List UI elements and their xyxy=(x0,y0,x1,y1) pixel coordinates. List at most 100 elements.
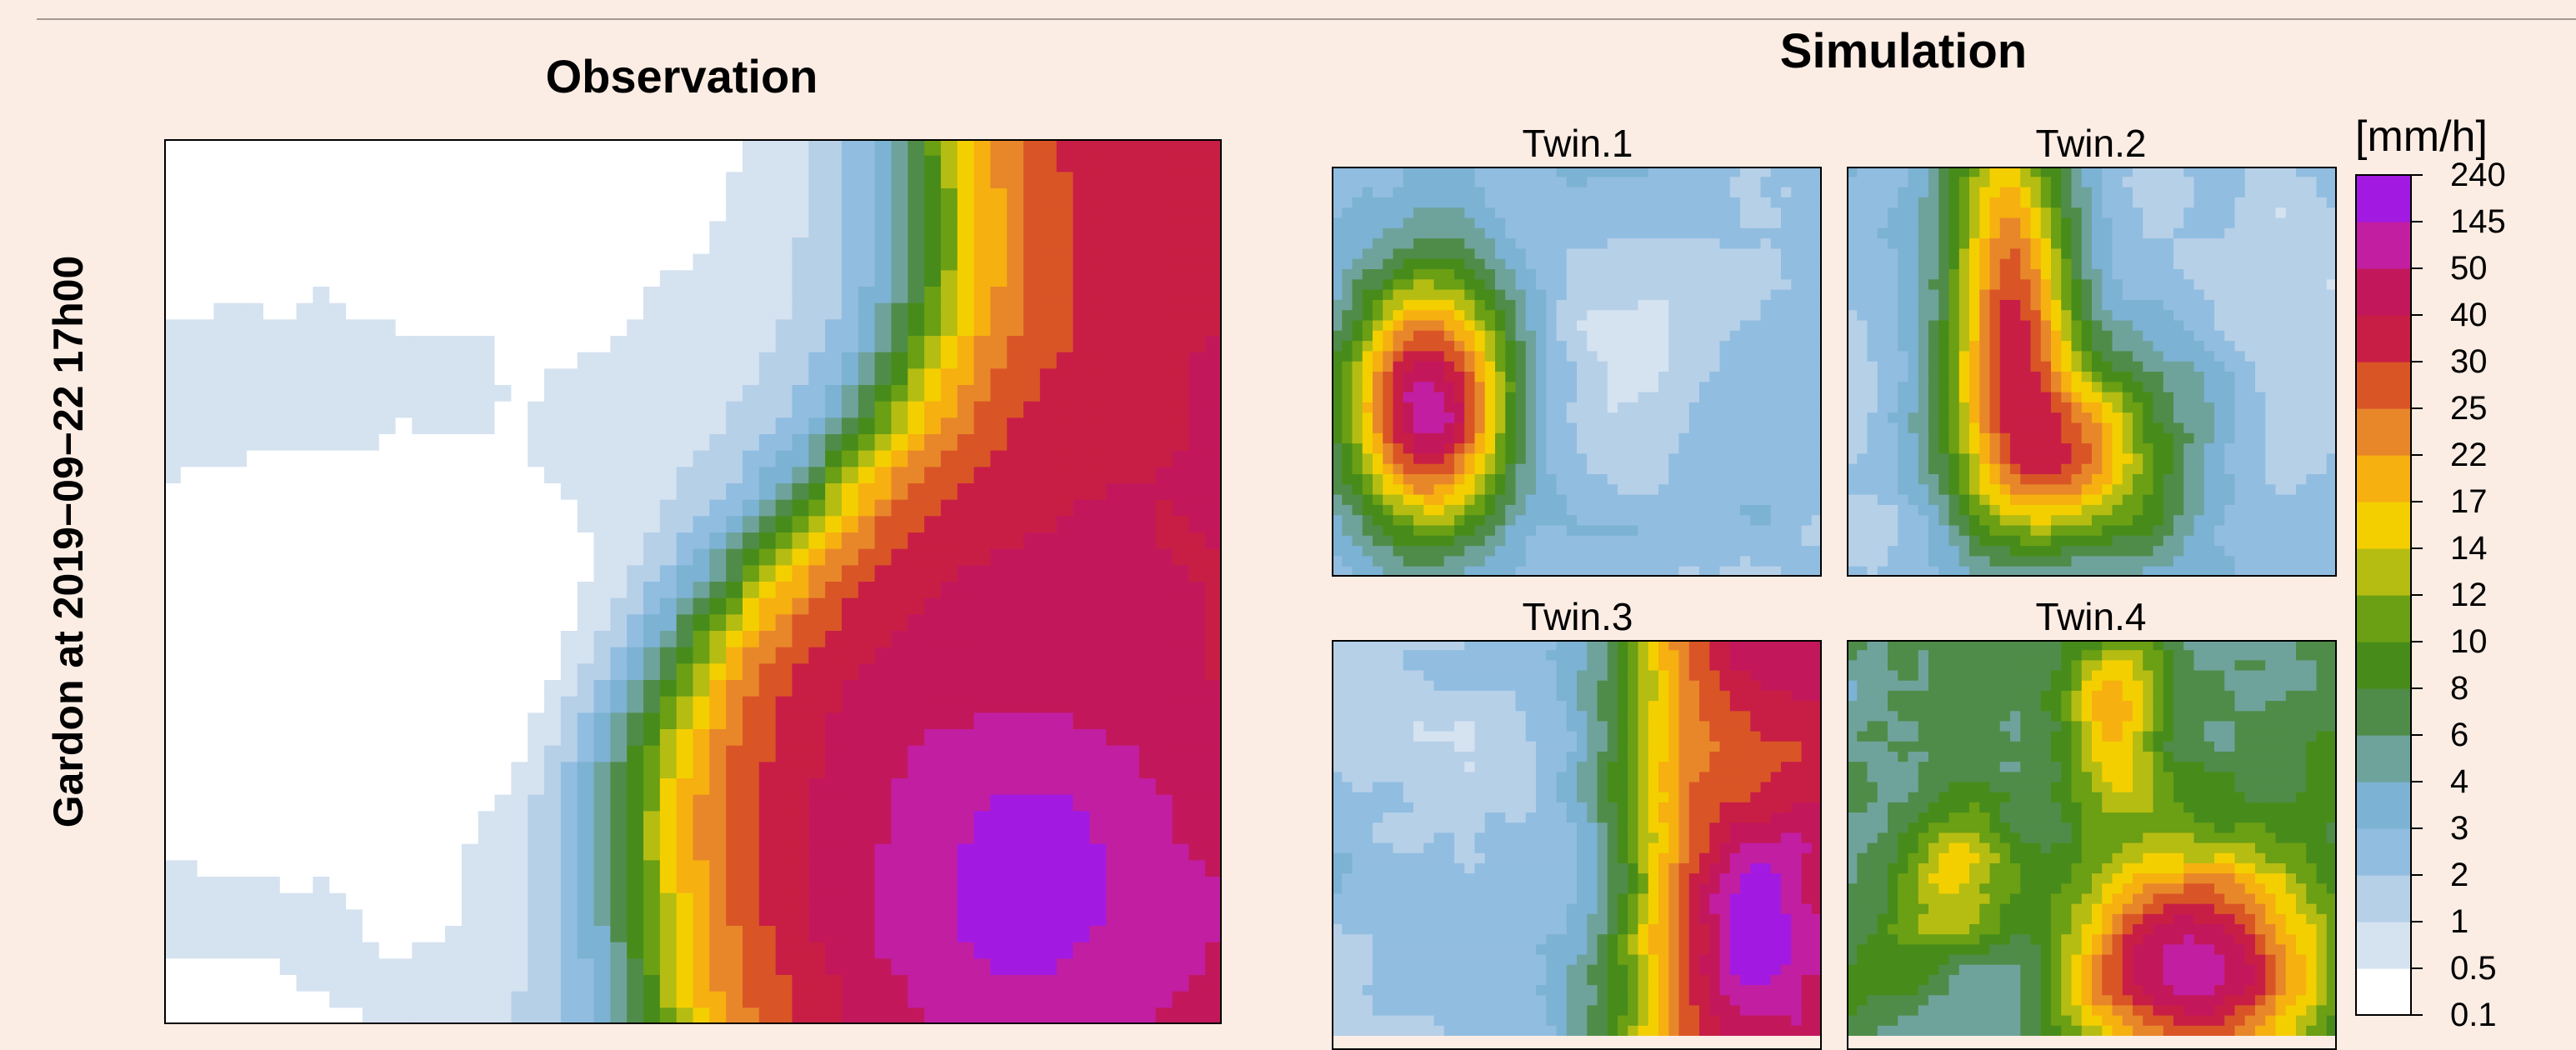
heatmap-cell xyxy=(412,565,429,582)
heatmap-cell xyxy=(1205,467,1222,484)
heatmap-cell xyxy=(593,647,612,665)
heatmap-cell xyxy=(1536,167,1547,178)
heatmap-cell xyxy=(1546,218,1558,229)
heatmap-cell xyxy=(494,1008,513,1024)
heatmap-cell xyxy=(924,204,942,222)
heatmap-cell xyxy=(841,909,859,927)
heatmap-cell xyxy=(1791,218,1803,229)
heatmap-cell xyxy=(412,614,429,632)
heatmap-cell xyxy=(891,909,908,927)
heatmap-cell xyxy=(1039,532,1058,550)
heatmap-cell xyxy=(1155,287,1173,304)
heatmap-cell xyxy=(180,958,198,976)
heatmap-cell xyxy=(313,843,330,862)
heatmap-cell xyxy=(957,302,975,321)
heatmap-cell xyxy=(1073,631,1091,648)
heatmap-cell xyxy=(1138,942,1157,960)
heatmap-cell xyxy=(726,253,743,272)
heatmap-cell xyxy=(560,942,578,960)
heatmap-cell xyxy=(247,450,264,468)
heatmap-cell xyxy=(1123,778,1140,796)
heatmap-cell xyxy=(1433,432,1445,444)
heatmap-cell xyxy=(197,598,215,616)
heatmap-cell xyxy=(1597,382,1608,393)
heatmap-cell xyxy=(1515,361,1527,372)
heatmap-cell xyxy=(1362,372,1373,382)
heatmap-cell xyxy=(213,778,232,796)
heatmap-cell xyxy=(1536,279,1547,291)
heatmap-cell xyxy=(1495,392,1506,403)
heatmap-cell xyxy=(825,680,843,698)
heatmap-cell xyxy=(362,860,380,878)
heatmap-cell xyxy=(1668,474,1680,485)
heatmap-cell xyxy=(528,828,545,845)
heatmap-cell xyxy=(1536,443,1547,455)
heatmap-cell xyxy=(164,991,182,1009)
heatmap-cell xyxy=(1678,484,1690,496)
heatmap-cell xyxy=(1505,382,1517,393)
heatmap-cell xyxy=(362,926,380,943)
heatmap-cell xyxy=(1138,663,1157,681)
heatmap-cell xyxy=(1760,351,1772,362)
heatmap-cell xyxy=(593,352,612,370)
heatmap-cell xyxy=(1443,412,1455,424)
heatmap-cell xyxy=(1007,155,1024,173)
heatmap-cell xyxy=(1464,474,1476,485)
heatmap-cell xyxy=(164,401,182,419)
heatmap-cell xyxy=(1587,463,1598,475)
heatmap-cell xyxy=(940,926,958,943)
heatmap-cell xyxy=(1546,453,1558,465)
heatmap-cell xyxy=(1577,310,1588,322)
heatmap-cell xyxy=(1587,341,1598,352)
heatmap-cell xyxy=(1811,474,1822,485)
heatmap-cell xyxy=(1525,258,1537,270)
heatmap-cell xyxy=(1474,392,1486,403)
heatmap-cell xyxy=(808,221,826,238)
heatmap-cell xyxy=(924,958,942,976)
heatmap-cell xyxy=(825,516,843,533)
heatmap-cell xyxy=(858,172,876,189)
heatmap-cell xyxy=(1089,287,1107,304)
heatmap-cell xyxy=(858,680,876,698)
heatmap-cell xyxy=(726,172,743,189)
heatmap-cell xyxy=(1515,412,1527,424)
heatmap-cell xyxy=(1760,402,1772,413)
heatmap-cell xyxy=(726,221,743,238)
heatmap-cell xyxy=(1668,320,1680,332)
heatmap-cell xyxy=(990,238,1008,255)
heatmap-cell xyxy=(329,958,347,976)
heatmap-cell xyxy=(973,467,992,484)
heatmap-cell xyxy=(874,450,893,468)
heatmap-cell xyxy=(395,418,413,435)
heatmap-cell xyxy=(742,499,760,518)
heatmap-cell xyxy=(1383,310,1394,322)
heatmap-cell xyxy=(1770,208,1782,219)
heatmap-cell xyxy=(1699,474,1710,485)
heatmap-cell xyxy=(610,712,628,730)
heatmap-cell xyxy=(693,499,711,518)
heatmap-cell xyxy=(528,287,545,304)
heatmap-cell xyxy=(1123,385,1140,402)
heatmap-cell xyxy=(1536,474,1547,485)
heatmap-cell xyxy=(461,892,479,911)
heatmap-cell xyxy=(874,942,893,960)
heatmap-cell xyxy=(180,877,198,894)
heatmap-cell xyxy=(346,877,363,894)
heatmap-cell xyxy=(627,253,644,272)
heatmap-cell xyxy=(1393,402,1404,413)
heatmap-cell xyxy=(544,467,562,484)
heatmap-cell xyxy=(709,860,727,878)
heatmap-cell xyxy=(1106,696,1123,714)
heatmap-cell xyxy=(709,499,727,518)
heatmap-cell xyxy=(1760,289,1772,301)
heatmap-cell xyxy=(676,631,694,648)
heatmap-cell xyxy=(544,450,562,468)
heatmap-cell xyxy=(825,302,843,321)
heatmap-cell xyxy=(247,287,264,304)
heatmap-cell xyxy=(1464,228,1476,239)
heatmap-cell xyxy=(1123,483,1140,501)
heatmap-cell xyxy=(378,385,397,402)
heatmap-cell xyxy=(544,548,562,567)
heatmap-cell xyxy=(230,155,248,173)
heatmap-cell xyxy=(1699,248,1710,260)
